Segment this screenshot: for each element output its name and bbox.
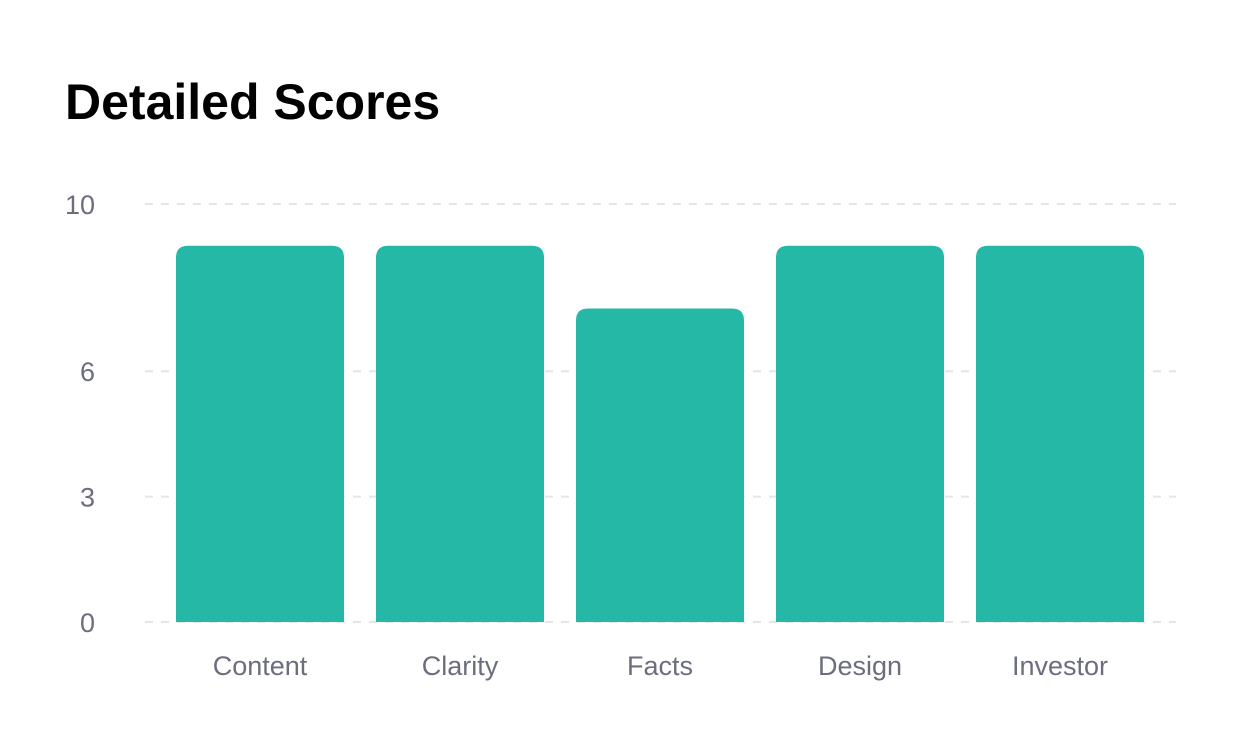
x-tick-label: Design: [818, 651, 902, 681]
y-tick-label: 0: [80, 608, 95, 638]
y-tick-label: 3: [80, 483, 95, 513]
x-tick-label: Content: [213, 651, 308, 681]
bar-clarity: [376, 245, 544, 623]
bar-investor: [976, 245, 1144, 623]
chart-title: Detailed Scores: [65, 74, 441, 130]
y-tick-label: 10: [65, 190, 95, 220]
x-tick-label: Clarity: [422, 651, 499, 681]
x-tick-label: Facts: [627, 651, 693, 681]
bar-content: [176, 245, 344, 623]
x-tick-label: Investor: [1012, 651, 1108, 681]
bar-design: [776, 245, 944, 623]
bar-facts: [576, 308, 744, 622]
y-tick-label: 6: [80, 357, 95, 387]
